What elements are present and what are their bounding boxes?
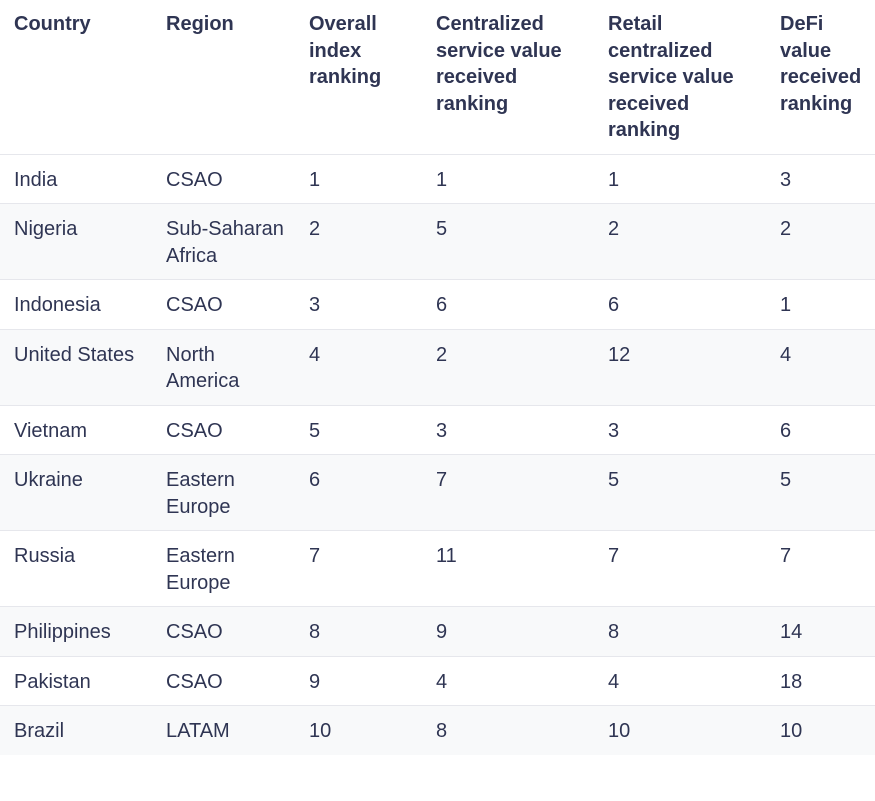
table-cell: 2 bbox=[436, 343, 448, 366]
table-cell: CSAO bbox=[166, 168, 223, 191]
table-cell: 6 bbox=[780, 419, 792, 442]
table-cell: CSAO bbox=[166, 294, 223, 316]
table-cell: 3 bbox=[436, 419, 448, 442]
table-cell: 3 bbox=[608, 419, 620, 442]
table-cell: United States bbox=[14, 343, 135, 366]
table-cell: 11 bbox=[436, 545, 457, 567]
table-cell: 4 bbox=[780, 343, 792, 366]
table-row: India CSAO 1 1 1 3 bbox=[0, 154, 875, 204]
table-row: United States North America 4 2 12 4 bbox=[0, 329, 875, 405]
table-row: Brazil LATAM 10 8 10 10 bbox=[0, 705, 875, 755]
table-row: Indonesia CSAO 3 6 6 1 bbox=[0, 279, 875, 330]
table-body: India CSAO 1 1 1 3 Nigeria Sub-Saharan Africa 2 5… bbox=[0, 154, 875, 755]
table-cell: 2 bbox=[608, 218, 620, 240]
header-row: Country Region Overall index ranking Centra… bbox=[0, 0, 875, 154]
table-cell: 8 bbox=[309, 621, 321, 643]
table-cell: 5 bbox=[780, 469, 792, 491]
table-cell: 6 bbox=[309, 469, 321, 491]
header-cell: Country bbox=[14, 13, 91, 35]
table-row: Pakistan CSAO 9 4 4 18 bbox=[0, 656, 875, 706]
table-cell: 8 bbox=[436, 720, 448, 742]
table-cell: 4 bbox=[309, 343, 321, 366]
table-cell: 1 bbox=[608, 168, 620, 191]
table-cell: 10 bbox=[780, 720, 803, 742]
table-cell: 3 bbox=[309, 294, 321, 316]
table-cell: 1 bbox=[309, 168, 321, 191]
table-cell: CSAO bbox=[166, 621, 223, 643]
table-cell: North America bbox=[166, 343, 240, 393]
table-cell: Pakistan bbox=[14, 670, 91, 693]
table-cell: Sub-Saharan Africa bbox=[166, 218, 284, 267]
table-cell: Philippines bbox=[14, 621, 111, 643]
table-cell: 12 bbox=[608, 343, 631, 366]
ranking-table: Country Region Overall index ranking Centra… bbox=[0, 0, 875, 755]
table-cell: 8 bbox=[608, 621, 620, 643]
header-cell: Centralized service value received ranki… bbox=[436, 13, 562, 115]
table-cell: 1 bbox=[780, 294, 792, 316]
table-cell: Ukraine bbox=[14, 469, 83, 491]
table-cell: 6 bbox=[608, 294, 620, 316]
table-cell: 14 bbox=[780, 621, 803, 643]
table-cell: 4 bbox=[608, 670, 620, 693]
table-cell: India bbox=[14, 168, 58, 191]
header-cell: Region bbox=[166, 13, 234, 35]
table-cell: Brazil bbox=[14, 720, 65, 742]
table-cell: 10 bbox=[608, 720, 631, 742]
table-cell: 7 bbox=[608, 545, 620, 567]
table-row: Nigeria Sub-Saharan Africa 2 5 2 2 bbox=[0, 203, 875, 280]
table-row: Philippines CSAO 8 9 8 14 bbox=[0, 606, 875, 656]
table-cell: 7 bbox=[436, 469, 448, 491]
table-cell: Eastern Europe bbox=[166, 469, 235, 518]
table-cell: 7 bbox=[780, 545, 792, 567]
table-cell: 5 bbox=[608, 469, 620, 491]
header-cell: Overall index ranking bbox=[309, 13, 382, 88]
table-row: Ukraine Eastern Europe 6 7 5 5 bbox=[0, 454, 875, 531]
table-cell: 5 bbox=[309, 419, 321, 442]
table-cell: 3 bbox=[780, 168, 792, 191]
table-cell: 2 bbox=[780, 218, 792, 240]
table-cell: Russia bbox=[14, 545, 76, 567]
table-cell: CSAO bbox=[166, 419, 223, 442]
table-cell: 7 bbox=[309, 545, 321, 567]
table-cell: 9 bbox=[309, 670, 321, 693]
table-cell: Indonesia bbox=[14, 294, 101, 316]
header-cell: DeFi value received ranking bbox=[780, 13, 862, 115]
table-cell: CSAO bbox=[166, 670, 223, 693]
table-cell: 5 bbox=[436, 218, 448, 240]
table-row: Vietnam CSAO 5 3 3 6 bbox=[0, 405, 875, 455]
table-row: Russia Eastern Europe 7 11 7 7 bbox=[0, 530, 875, 607]
table-cell: 6 bbox=[436, 294, 448, 316]
table-cell: 18 bbox=[780, 670, 803, 693]
table-cell: Nigeria bbox=[14, 218, 78, 240]
table-cell: 1 bbox=[436, 168, 448, 191]
table-cell: 2 bbox=[309, 218, 321, 240]
table-cell: Vietnam bbox=[14, 419, 88, 442]
table-cell: Eastern Europe bbox=[166, 545, 235, 594]
table-cell: 4 bbox=[436, 670, 448, 693]
table-cell: LATAM bbox=[166, 720, 230, 742]
table-cell: 10 bbox=[309, 720, 332, 742]
table-cell: 9 bbox=[436, 621, 448, 643]
header-cell: Retail centralized service value receive… bbox=[608, 13, 734, 141]
